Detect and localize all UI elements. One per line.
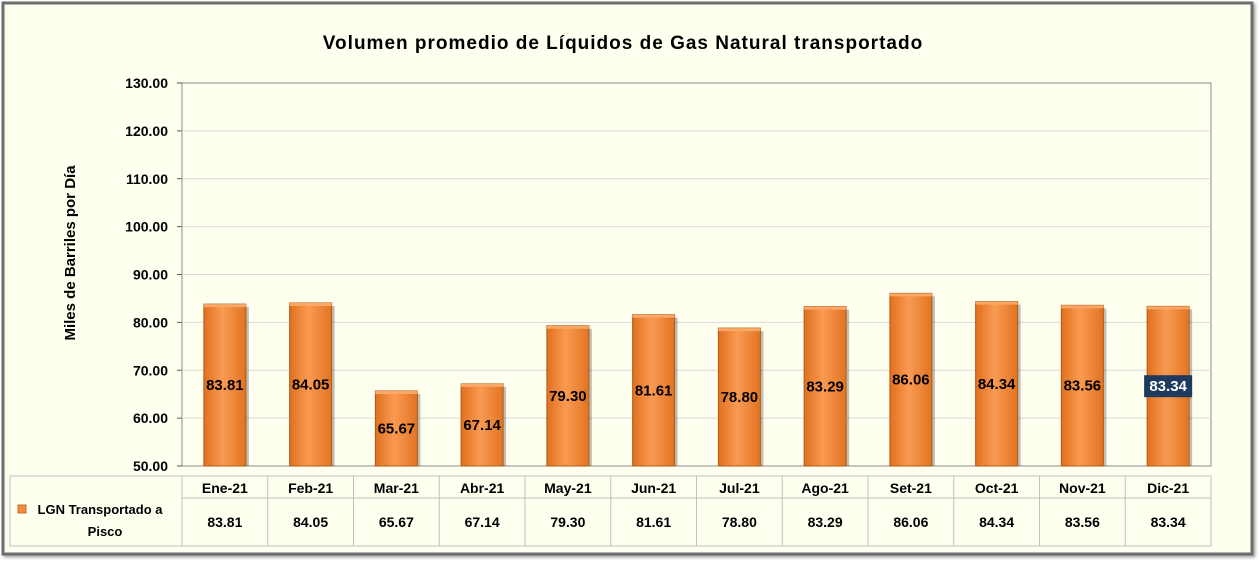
table-category-labels: Ene-21 Feb-21 Mar-21 Abr-21 May-21 Jun-21 Jul-… (202, 480, 1189, 496)
table-value-label: 67.14 (465, 514, 500, 530)
bar-top (718, 328, 761, 332)
table-category-label: Set-21 (890, 480, 932, 496)
table-category-label: Jul-21 (719, 480, 760, 496)
y-axis-label: Miles de Barriles por Día (62, 165, 79, 341)
table-value-label: 84.05 (293, 514, 328, 530)
bar-value-label: 83.34 (1149, 378, 1187, 395)
bar-top (632, 314, 675, 318)
bar-value-label: 83.29 (806, 378, 844, 395)
bars (203, 292, 1193, 467)
y-tick-label: 80.00 (133, 314, 168, 330)
bar (374, 390, 418, 467)
bar-top (1147, 306, 1190, 310)
bar-value-label: 84.05 (292, 376, 330, 393)
table-category-label: Abr-21 (460, 480, 505, 496)
table-value-label: 79.30 (550, 514, 585, 530)
bar-top (889, 293, 932, 297)
y-tick-labels: 50.00 60.00 70.00 80.00 90.00 100.00 110.00 120… (125, 75, 168, 474)
table-grid (181, 476, 1212, 546)
table-category-label: May-21 (544, 480, 592, 496)
bar-value-label: 79.30 (549, 388, 587, 405)
y-tick-label: 130.00 (125, 75, 168, 91)
table-category-label: Dic-21 (1147, 480, 1189, 496)
highlight-label-box (1144, 375, 1193, 398)
bar-value-label: 83.56 (1064, 378, 1102, 395)
y-tick-label: 110.00 (126, 171, 168, 187)
bar (632, 314, 676, 467)
table-value-label: 81.61 (636, 514, 671, 530)
table-value-label: 86.06 (893, 514, 928, 530)
table-category-label: Feb-21 (288, 480, 333, 496)
legend-label-line2: Pisco (88, 524, 123, 539)
bar-value-label: 84.34 (978, 376, 1016, 393)
bar-labels: 83.81 84.05 65.67 67.14 79.30 81.61 78.80 83.29… (206, 372, 1193, 437)
bar (546, 325, 590, 467)
table-value-label: 83.34 (1151, 514, 1186, 530)
table-value-label: 83.56 (1065, 514, 1100, 530)
bar-top (289, 302, 332, 306)
bar-top (203, 304, 246, 308)
table-value-labels: 83.81 84.05 65.67 67.14 79.30 81.61 78.80 83.29… (207, 514, 1185, 530)
y-tick-label: 120.00 (125, 123, 168, 139)
bar-top (375, 390, 418, 394)
data-table: LGN Transportado a Pisco Ene-21 Feb-21 Mar… (9, 475, 1212, 547)
table-category-label: Ene-21 (202, 480, 248, 496)
bar-value-label: 86.06 (892, 372, 930, 389)
bar-value-label: 83.81 (206, 377, 244, 394)
table-value-label: 83.29 (808, 514, 843, 530)
y-tick-label: 90.00 (133, 267, 168, 283)
bar-top (975, 301, 1018, 305)
y-tick-label: 60.00 (133, 410, 168, 426)
table-category-label: Ago-21 (801, 480, 849, 496)
table-category-label: Nov-21 (1059, 480, 1106, 496)
table-category-label: Mar-21 (374, 480, 419, 496)
bar (889, 292, 933, 467)
chart-title: Volumen promedio de Líquidos de Gas Natu… (323, 33, 923, 54)
gridlines (177, 82, 1211, 467)
legend-key (17, 504, 27, 514)
bar (289, 302, 333, 467)
y-tick-label: 70.00 (133, 362, 168, 378)
y-tick-label: 50.00 (133, 458, 168, 474)
bar-top (546, 325, 589, 329)
bar (460, 383, 504, 467)
bar-value-label: 78.80 (721, 389, 759, 406)
bar-top (1061, 305, 1104, 309)
bar-top (461, 383, 504, 387)
table-category-label: Oct-21 (975, 480, 1019, 496)
table-category-label: Jun-21 (631, 480, 676, 496)
bar (803, 306, 847, 467)
bar (975, 301, 1019, 467)
bar (203, 303, 247, 467)
table-value-label: 83.81 (207, 514, 242, 530)
bar-value-label: 81.61 (635, 382, 673, 399)
legend-label-line1: LGN Transportado a (38, 502, 164, 517)
bar (717, 327, 761, 467)
bar-top (804, 306, 847, 310)
table-value-label: 78.80 (722, 514, 757, 530)
table-value-label: 65.67 (379, 514, 414, 530)
y-tick-label: 100.00 (125, 219, 168, 235)
bar-value-label: 67.14 (463, 417, 501, 434)
table-value-label: 84.34 (979, 514, 1014, 530)
bar-value-label: 65.67 (378, 420, 416, 437)
